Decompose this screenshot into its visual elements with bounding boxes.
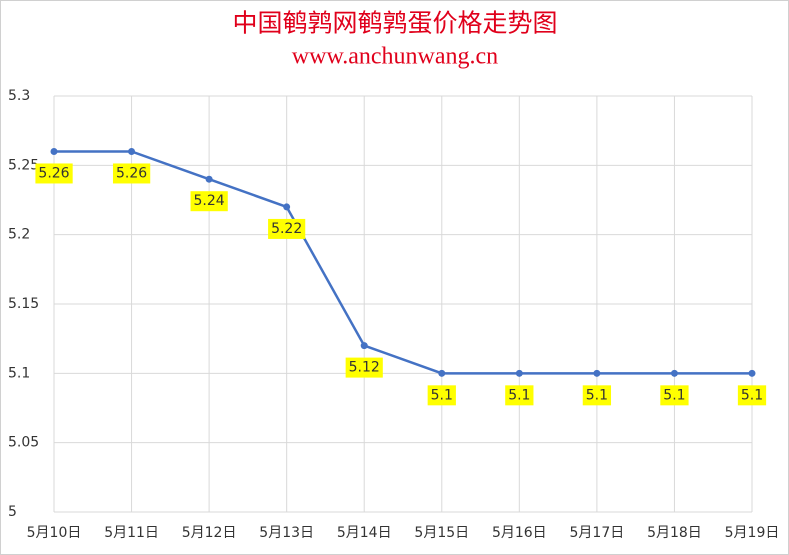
data-label: 5.22 [271, 221, 302, 237]
point [50, 147, 58, 155]
data-label-bg [427, 385, 456, 406]
data-label: 5.1 [663, 387, 685, 403]
data-label: 5.1 [431, 387, 453, 403]
y-tick-label: 5.2 [8, 227, 30, 243]
data-label-bg [35, 163, 73, 184]
line [54, 150, 752, 375]
y-tick-label: 5.05 [8, 435, 39, 451]
data-label-bg [505, 385, 534, 406]
data-label-bg [737, 385, 767, 406]
x-tick-label: 5月10日 [27, 525, 82, 541]
data-label-bg [582, 385, 612, 406]
data-label-bg [190, 191, 228, 212]
y-tick-label: 5.3 [8, 88, 30, 104]
x-tick-label: 5月19日 [725, 525, 780, 541]
data-label: 5.26 [116, 165, 147, 181]
point [593, 369, 601, 377]
data-label-bg [660, 385, 689, 406]
data-label-bg [268, 218, 306, 239]
data-label: 5.12 [349, 360, 380, 376]
data-label: 5.1 [586, 387, 608, 403]
point [360, 342, 368, 350]
x-tick-label: 5月17日 [570, 525, 625, 541]
data-label-bg [345, 357, 383, 378]
chart-title: 中国鹌鹑网鹌鹑蛋价格走势图 [232, 10, 557, 38]
x-tick-label: 5月11日 [104, 525, 159, 541]
point [128, 147, 136, 155]
point [670, 369, 678, 377]
point [748, 369, 756, 377]
x-tick-label: 5月14日 [337, 525, 392, 541]
data-label: 5.1 [508, 387, 530, 403]
data-label: 5.26 [38, 165, 69, 181]
point [205, 175, 213, 183]
chart-subtitle: www.anchunwang.cn [292, 44, 498, 70]
y-tick-label: 5.25 [8, 157, 39, 173]
point [438, 369, 446, 377]
x-tick-label: 5月12日 [182, 525, 237, 541]
data-label: 5.1 [741, 387, 763, 403]
x-tick-label: 5月18日 [647, 525, 702, 541]
y-tick-label: 5.15 [8, 296, 39, 312]
data-label: 5.24 [194, 193, 225, 209]
y-tick-label: 5 [8, 504, 17, 520]
y-tick-label: 5.1 [8, 365, 30, 381]
x-tick-label: 5月13日 [259, 525, 314, 541]
point [283, 203, 291, 211]
x-tick-label: 5月16日 [492, 525, 547, 541]
x-tick-label: 5月15日 [414, 525, 469, 541]
data-label-bg [112, 163, 151, 184]
point [515, 369, 523, 377]
